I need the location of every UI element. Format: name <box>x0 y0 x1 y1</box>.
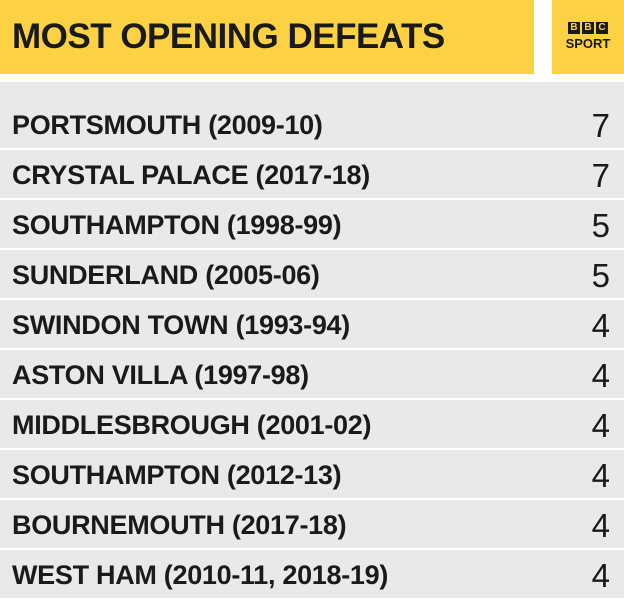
bbc-logo-letter: B <box>568 22 580 34</box>
defeats-value: 4 <box>591 407 610 444</box>
team-label: BOURNEMOUTH (2017-18) <box>12 510 347 540</box>
defeats-value: 4 <box>591 357 610 394</box>
chart-title: MOST OPENING DEFEATS <box>12 17 445 56</box>
table-row: SWINDON TOWN (1993-94) 4 <box>0 300 624 348</box>
bbc-logo-letter: C <box>596 22 608 34</box>
defeats-value: 5 <box>591 257 610 294</box>
chart-header: MOST OPENING DEFEATS B B C SPORT <box>0 0 624 74</box>
table-row: CRYSTAL PALACE (2017-18) 7 <box>0 150 624 198</box>
title-banner: MOST OPENING DEFEATS <box>0 0 534 74</box>
team-label: MIDDLESBROUGH (2001-02) <box>12 410 372 440</box>
defeats-table: PORTSMOUTH (2009-10) 7 CRYSTAL PALACE (201… <box>0 100 624 600</box>
team-label: PORTSMOUTH (2009-10) <box>12 110 323 140</box>
header-spacer <box>0 82 624 100</box>
table-row: SOUTHAMPTON (1998-99) 5 <box>0 200 624 248</box>
defeats-value: 4 <box>591 457 610 494</box>
team-label: SWINDON TOWN (1993-94) <box>12 310 350 340</box>
defeats-value: 4 <box>591 557 610 594</box>
table-row: SOUTHAMPTON (2012-13) 4 <box>0 450 624 498</box>
table-row: BOURNEMOUTH (2017-18) 4 <box>0 500 624 548</box>
table-row: MIDDLESBROUGH (2001-02) 4 <box>0 400 624 448</box>
team-label: SUNDERLAND (2005-06) <box>12 260 320 290</box>
bbc-logo-letter: B <box>582 22 594 34</box>
team-label: SOUTHAMPTON (1998-99) <box>12 210 342 240</box>
table-row: PORTSMOUTH (2009-10) 7 <box>0 100 624 148</box>
defeats-value: 7 <box>591 107 610 144</box>
defeats-value: 4 <box>591 307 610 344</box>
defeats-value: 4 <box>591 507 610 544</box>
bbc-sport-logo: B B C SPORT <box>552 0 624 74</box>
table-row: WEST HAM (2010-11, 2018-19) 4 <box>0 550 624 598</box>
team-label: SOUTHAMPTON (2012-13) <box>12 460 342 490</box>
table-row: SUNDERLAND (2005-06) 5 <box>0 250 624 298</box>
defeats-value: 5 <box>591 207 610 244</box>
team-label: ASTON VILLA (1997-98) <box>12 360 309 390</box>
bbc-logo-blocks: B B C <box>568 22 608 34</box>
table-row: ASTON VILLA (1997-98) 4 <box>0 350 624 398</box>
team-label: WEST HAM (2010-11, 2018-19) <box>12 560 389 590</box>
sport-logo-word: SPORT <box>565 36 611 51</box>
defeats-value: 7 <box>591 157 610 194</box>
team-label: CRYSTAL PALACE (2017-18) <box>12 160 370 190</box>
